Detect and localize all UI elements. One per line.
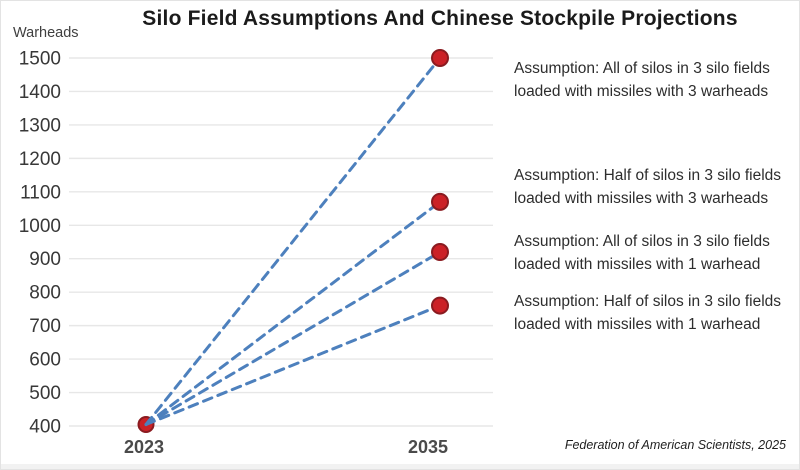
chart-title: Silo Field Assumptions And Chinese Stock… <box>142 7 738 30</box>
projection-line <box>144 200 442 426</box>
end-data-point <box>431 296 449 315</box>
annotation-half-silos-1-warhead: Assumption: Half of silos in 3 silo fiel… <box>514 290 781 336</box>
annotation-line: loaded with missiles with 1 warhead <box>514 256 761 273</box>
end-data-point <box>431 243 449 262</box>
x-tick-label: 2023 <box>124 437 164 457</box>
y-tick-label: 1200 <box>19 149 61 170</box>
source-credit: Federation of American Scientists, 2025 <box>564 438 786 452</box>
annotation-half-silos-3-warheads: Assumption: Half of silos in 3 silo fiel… <box>514 164 781 210</box>
annotation-all-silos-1-warhead: Assumption: All of silos in 3 silo field… <box>514 230 770 276</box>
projection-line <box>144 250 442 426</box>
annotation-line: Assumption: All of silos in 3 silo field… <box>514 233 770 250</box>
end-data-point <box>431 192 449 211</box>
y-tick-label: 1400 <box>19 82 61 103</box>
y-axis-title: Warheads <box>13 25 79 41</box>
y-tick-label: 1500 <box>19 49 61 70</box>
annotation-line: loaded with missiles with 1 warhead <box>514 316 761 333</box>
y-tick-label: 1300 <box>19 115 61 136</box>
y-tick-label: 1100 <box>20 182 61 203</box>
x-tick-label: 2035 <box>408 437 448 457</box>
annotation-line: Assumption: All of silos in 3 silo field… <box>514 60 770 77</box>
annotation-line: loaded with missiles with 3 warheads <box>514 190 769 207</box>
annotation-line: Assumption: Half of silos in 3 silo fiel… <box>514 167 782 184</box>
y-tick-label: 1000 <box>19 216 61 237</box>
y-tick-label: 400 <box>29 417 61 438</box>
y-tick-label: 900 <box>29 249 61 270</box>
y-tick-label: 600 <box>29 350 61 371</box>
annotation-line: Assumption: Half of silos in 3 silo fiel… <box>514 293 782 310</box>
y-tick-label: 700 <box>29 316 61 337</box>
annotation-line: loaded with missiles with 3 warheads <box>514 83 769 100</box>
end-data-point <box>431 49 449 67</box>
annotation-all-silos-3-warheads: Assumption: All of silos in 3 silo field… <box>514 57 770 103</box>
projection-line <box>144 304 442 426</box>
projection-line <box>144 56 442 426</box>
y-tick-label: 500 <box>29 383 61 404</box>
bottom-edge-decoration <box>1 464 799 469</box>
y-tick-label: 800 <box>29 283 61 304</box>
